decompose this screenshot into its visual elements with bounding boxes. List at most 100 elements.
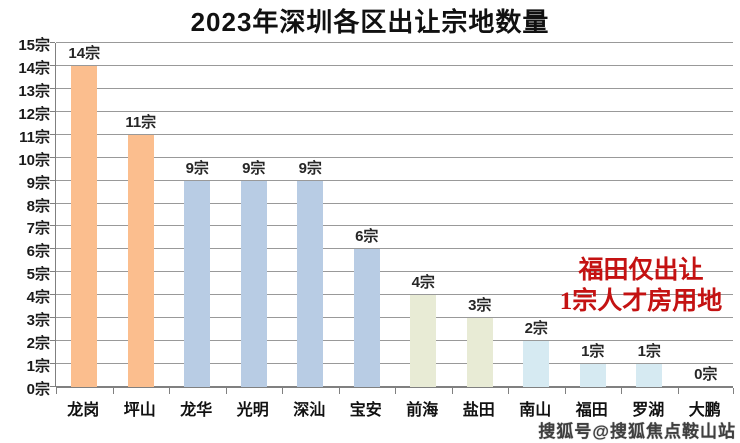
x-tick (282, 388, 283, 394)
y-axis-tick-label: 12宗 (18, 105, 50, 123)
bar-福田 (579, 364, 606, 387)
bar-盐田 (466, 318, 493, 387)
gridline (56, 64, 733, 66)
bar-宝安 (353, 249, 380, 387)
y-tick (50, 271, 55, 273)
x-tick (733, 388, 734, 394)
annotation-text: 福田仅出让 1宗人才房用地 (545, 255, 737, 317)
x-axis-line (56, 386, 733, 388)
y-axis-tick-label: 1宗 (26, 358, 50, 376)
bar-value-label: 9宗 (298, 159, 322, 177)
x-tick (508, 388, 509, 394)
y-axis-tick-label: 7宗 (26, 220, 50, 238)
gridline (56, 42, 733, 43)
x-axis-label-宝安: 宝安 (349, 402, 382, 419)
x-tick (338, 388, 340, 394)
x-tick (677, 388, 679, 394)
y-axis-tick-label: 15宗 (18, 37, 50, 54)
x-tick (451, 388, 453, 394)
x-tick (564, 388, 566, 394)
bar-罗湖 (636, 364, 663, 387)
x-axis-label-深汕: 深汕 (293, 402, 326, 419)
x-tick (225, 388, 227, 394)
y-axis-tick-label: 0宗 (26, 381, 50, 398)
x-axis-label-坪山: 坪山 (123, 402, 156, 419)
y-axis-tick-label: 3宗 (26, 312, 50, 330)
x-axis-label-前海: 前海 (406, 402, 439, 419)
y-tick (50, 64, 55, 66)
y-axis-tick-label: 10宗 (18, 151, 50, 169)
y-tick (50, 202, 55, 204)
bar-value-label: 2宗 (524, 320, 548, 338)
bar-value-label: 4宗 (411, 274, 435, 292)
bar-前海 (410, 295, 437, 387)
bar-value-label: 6宗 (355, 228, 379, 246)
bar-深汕 (297, 180, 324, 387)
y-axis-tick-label: 14宗 (18, 59, 50, 77)
x-axis-label-盐田: 盐田 (462, 402, 495, 419)
y-tick (50, 133, 55, 135)
x-axis-label-大鹏: 大鹏 (688, 402, 721, 419)
gridline (56, 363, 733, 365)
bar-value-label: 3宗 (468, 297, 492, 315)
y-tick (50, 87, 55, 89)
bar-光明 (240, 180, 267, 387)
gridline (56, 179, 733, 181)
gridline (56, 248, 733, 250)
x-axis-label-南山: 南山 (519, 402, 552, 419)
annotation-line-1: 福田仅出让 (578, 257, 704, 284)
y-axis-tick-label: 11宗 (19, 128, 50, 146)
annotation-line-2: 1宗人才房用地 (559, 288, 723, 315)
bar-value-label: 14宗 (68, 44, 101, 62)
y-tick (50, 225, 55, 227)
bar-value-label: 9宗 (185, 159, 209, 177)
bar-value-label: 1宗 (581, 343, 605, 361)
y-axis-tick-label: 8宗 (26, 197, 50, 215)
y-tick (50, 156, 55, 158)
y-tick (50, 386, 55, 387)
x-tick (112, 388, 114, 394)
plot-area: 14宗 11宗 9宗 9宗 9宗 6宗 4宗 3宗 2宗 1宗 1宗 0宗 (50, 42, 734, 394)
y-tick (50, 317, 55, 319)
y-tick (50, 179, 55, 181)
watermark: 搜狐号@搜狐焦点鞍山站 (538, 422, 736, 441)
x-tick (169, 388, 170, 394)
bar-龙岗 (71, 65, 98, 387)
bar-龙华 (184, 180, 211, 387)
y-tick (50, 294, 55, 296)
x-axis-label-龙岗: 龙岗 (67, 402, 100, 419)
x-tick (56, 388, 57, 394)
y-tick (50, 110, 55, 112)
bar-value-label: 9宗 (242, 159, 266, 177)
bar-value-label: 0宗 (694, 366, 718, 383)
gridline (56, 225, 733, 227)
gridline (56, 110, 733, 112)
bar-坪山 (127, 134, 154, 387)
y-axis-tick-label: 4宗 (26, 289, 50, 307)
chart-title: 2023年深圳各区出让宗地数量 (190, 7, 550, 37)
x-axis-label-罗湖: 罗湖 (632, 402, 665, 419)
gridline (56, 271, 733, 273)
bar-value-label: 1宗 (637, 343, 661, 361)
gridline (56, 340, 733, 342)
x-axis-label-龙华: 龙华 (180, 402, 213, 419)
y-axis-tick-label: 5宗 (26, 266, 50, 284)
y-tick (50, 42, 55, 43)
y-axis-tick-label: 6宗 (26, 243, 50, 261)
y-tick (50, 340, 55, 342)
y-axis-tick-label: 2宗 (26, 335, 50, 353)
x-tick (621, 388, 622, 394)
x-axis-label-福田: 福田 (575, 402, 608, 419)
x-tick (395, 388, 396, 394)
bar-南山 (523, 341, 550, 387)
y-tick (50, 248, 55, 250)
gridline (56, 87, 733, 89)
y-axis-tick-label: 13宗 (18, 82, 50, 100)
bar-value-label: 11宗 (125, 113, 157, 131)
gridline (56, 133, 733, 135)
gridline (56, 202, 733, 204)
gridline (56, 317, 733, 319)
x-axis-label-光明: 光明 (236, 402, 269, 419)
gridline (56, 156, 733, 158)
